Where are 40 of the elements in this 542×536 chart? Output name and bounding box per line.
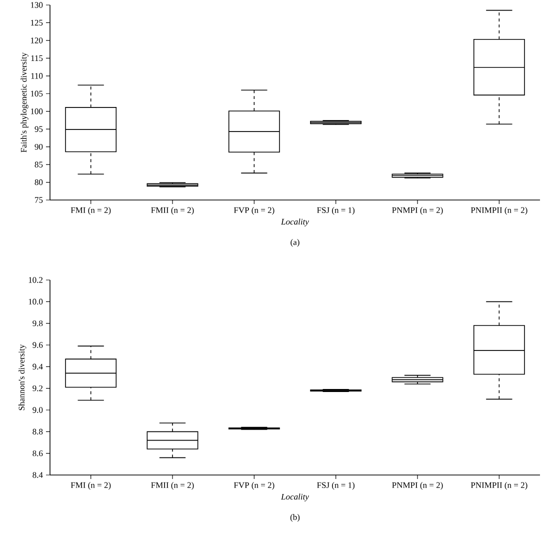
y-tick-label: 8.8 [32,428,43,435]
x-tick-label: FMI (n = 2) [70,207,111,215]
y-tick-label: 9.4 [32,364,43,370]
text: (b) [290,514,300,522]
text: (a) [290,239,300,247]
x-tick-label: FSJ (n = 1) [317,207,354,215]
y-tick-label: 85 [34,162,43,168]
x-tick-label: PNMPI (n = 2) [392,207,443,215]
y-axis-title: Faith's phylogenetic diversity [20,52,28,152]
y-tick-label: 9.8 [32,320,43,326]
x-tick-label: PNMPI (n = 2) [392,482,443,490]
x-axis-title: Locality [280,494,309,502]
y-tick-label: 8.6 [32,450,43,456]
x-tick-label: FMII (n = 2) [151,207,194,215]
x-tick-label: FVP (n = 2) [234,482,274,490]
y-tick-label: 80 [34,179,43,186]
x-tick-label: FMI (n = 2) [70,482,111,490]
x-axis-title: Locality [280,218,309,226]
y-tick-label: 115 [31,55,43,62]
x-tick-label: FMII (n = 2) [151,482,194,490]
y-tick-label: 9.2 [32,385,42,392]
y-tick-label: 125 [30,20,43,26]
x-tick-label: FVP (n = 2) [234,207,274,215]
y-tick-label: 95 [34,126,43,132]
x-tick-label: PNIMPII (n = 2) [470,482,528,490]
y-tick-label: 90 [34,144,43,150]
y-tick-label: 75 [35,197,43,203]
y-tick-label: 9.6 [32,342,43,348]
y-tick-label: 105 [30,90,43,96]
y-tick-label: 100 [30,108,43,114]
y-tick-label: 130 [30,2,43,8]
x-tick-label: PNIMPII (n = 2) [470,207,528,215]
x-tick-label: FSJ (n = 1) [317,482,354,490]
y-tick-label: 120 [30,38,43,44]
y-tick-label: 110 [31,73,43,79]
y-tick-label: 10.0 [28,298,43,305]
y-tick-label: 9.0 [32,407,43,413]
y-tick-label: 8.4 [32,472,43,478]
y-tick-label: 10.2 [28,277,42,283]
y-axis-title: Shannon's diversity [18,344,26,410]
